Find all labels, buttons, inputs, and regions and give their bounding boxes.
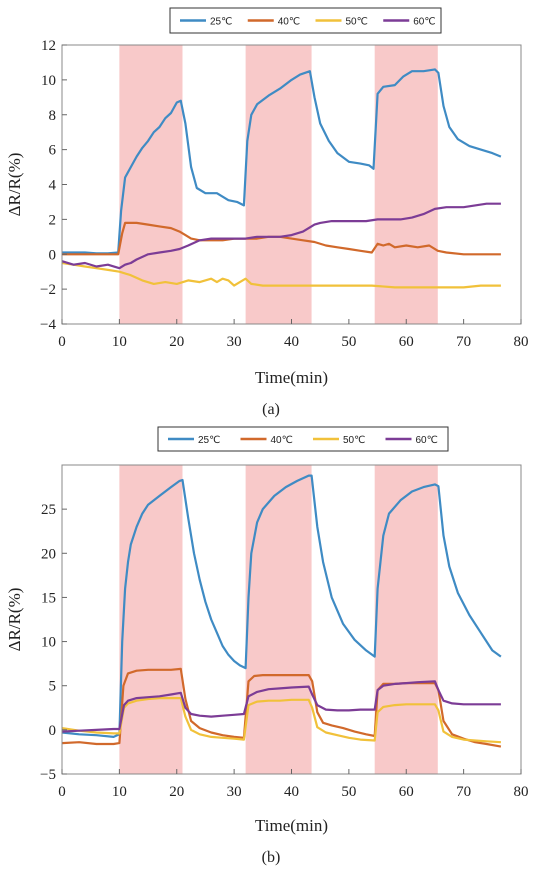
y-tick-label: 10 xyxy=(41,635,56,651)
x-tick-label: 0 xyxy=(58,334,66,350)
chart-panel-a: 0 10 20 30 40 50 60 70 80 −4 −2 0 2 4 6 8 10 12 Time(min) Δ… xyxy=(5,7,529,418)
y-tick-label: 0 xyxy=(49,247,57,263)
y-tick-label: 10 xyxy=(41,73,56,89)
x-tick-label: 20 xyxy=(169,784,184,800)
x-tick-label: 60 xyxy=(399,784,414,800)
y-tick-label: 20 xyxy=(41,546,56,562)
series-line-40℃ xyxy=(61,667,502,748)
x-axis-title: Time(min) xyxy=(255,816,328,835)
shaded-interval xyxy=(374,45,438,324)
series-line-50℃ xyxy=(61,261,501,289)
series-line-50℃ xyxy=(61,697,501,744)
x-tick-label: 10 xyxy=(112,784,127,800)
series-line-25℃ xyxy=(61,474,502,738)
x-tick-label: 30 xyxy=(227,334,242,350)
shaded-interval xyxy=(245,45,312,324)
y-tick-label: 6 xyxy=(49,143,57,159)
legend-entry: 50℃ xyxy=(343,435,365,446)
y-tick-label: 0 xyxy=(49,723,57,739)
x-tick-label: 70 xyxy=(456,334,471,350)
y-tick-label: −2 xyxy=(40,282,56,298)
x-tick-label: 40 xyxy=(284,784,299,800)
legend-entry: 40℃ xyxy=(278,17,300,28)
legend-entry: 40℃ xyxy=(271,435,293,446)
legend-entry: 25℃ xyxy=(198,435,220,446)
legend-box xyxy=(157,426,449,452)
legend-entry: 60℃ xyxy=(416,435,438,446)
shaded-interval xyxy=(374,465,438,774)
x-tick-label: 0 xyxy=(58,784,66,800)
series-line-25℃ xyxy=(62,68,502,255)
chart-panel-b: 0 10 20 30 40 50 60 70 80−50510152025Time(min)ΔR… xyxy=(5,426,529,866)
x-tick-label: 10 xyxy=(112,334,127,350)
shaded-interval xyxy=(119,465,183,774)
y-tick-label: 8 xyxy=(49,108,57,124)
legend: 25℃ 40℃ 50℃ 60℃ xyxy=(157,426,449,452)
panel-label: (b) xyxy=(262,849,281,866)
legend-entry: 25℃ xyxy=(210,17,232,28)
y-tick-label: −5 xyxy=(40,767,56,783)
shaded-interval xyxy=(245,465,312,774)
y-axis-title: ΔR/R(%) xyxy=(5,588,24,652)
x-tick-label: 80 xyxy=(514,334,529,350)
x-tick-label: 40 xyxy=(284,334,299,350)
y-tick-label: 15 xyxy=(41,590,56,606)
y-tick-label: 5 xyxy=(49,679,57,695)
x-axis-title: Time(min) xyxy=(255,368,328,387)
y-axis-title: ΔR/R(%) xyxy=(5,153,24,217)
x-tick-label: 50 xyxy=(341,784,356,800)
y-tick-label: 12 xyxy=(41,38,56,54)
y-tick-label: 2 xyxy=(49,212,57,228)
legend-entry: 60℃ xyxy=(413,17,435,28)
x-tick-label: 20 xyxy=(169,334,184,350)
shaded-interval xyxy=(119,45,183,324)
series-line-60℃ xyxy=(61,202,501,270)
x-tick-label: 70 xyxy=(456,784,471,800)
legend-entry: 50℃ xyxy=(346,17,368,28)
legend: 25℃ 40℃ 50℃ 60℃ xyxy=(169,7,442,34)
panel-label: (a) xyxy=(262,401,280,418)
y-tick-label: 25 xyxy=(41,502,56,518)
x-tick-label: 80 xyxy=(514,784,529,800)
series-line-60℃ xyxy=(61,680,501,733)
x-tick-label: 30 xyxy=(227,784,242,800)
y-tick-label: −4 xyxy=(40,317,56,333)
x-tick-label: 60 xyxy=(399,334,414,350)
y-tick-label: 4 xyxy=(49,178,57,194)
x-tick-label: 50 xyxy=(341,334,356,350)
